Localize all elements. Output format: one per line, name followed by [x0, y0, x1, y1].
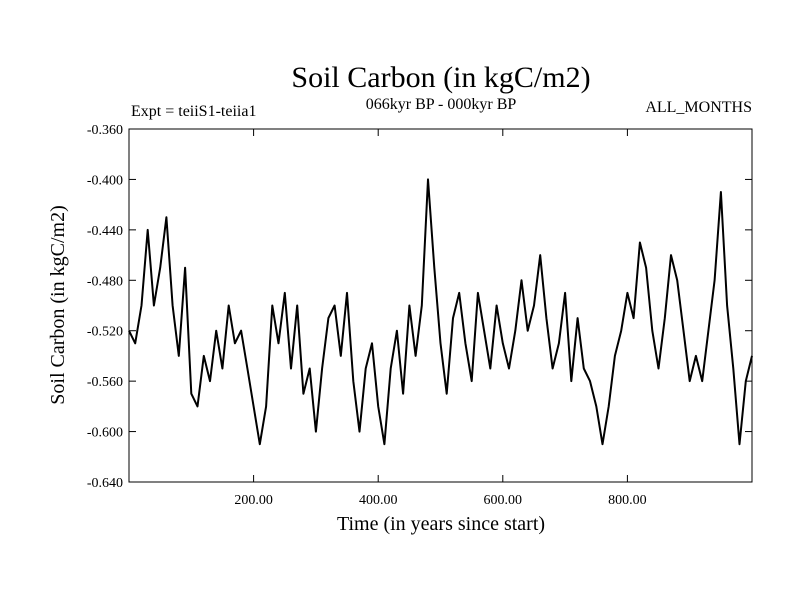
y-tick-label: -0.640 [87, 476, 123, 491]
x-axis-label: Time (in years since start) [337, 513, 545, 535]
y-tick-label: -0.440 [87, 224, 123, 239]
chart-subtitle: 066kyr BP - 000kyr BP [366, 96, 517, 113]
x-axis: 200.00 400.00 600.00 800.00 [234, 129, 647, 508]
y-tick-label: -0.360 [87, 123, 123, 138]
y-axis-label: Soil Carbon (in kgC/m2) [47, 205, 69, 404]
y-tick-label: -0.400 [87, 173, 123, 188]
y-tick-label: -0.560 [87, 375, 123, 390]
expt-label: Expt = teiiS1-teiia1 [131, 103, 256, 120]
months-label: ALL_MONTHS [645, 99, 752, 116]
x-tick-label: 400.00 [359, 493, 398, 508]
chart-title: Soil Carbon (in kgC/m2) [291, 61, 590, 94]
y-tick-label: -0.520 [87, 325, 123, 340]
plot-area: -0.360 -0.400 -0.440 -0.480 -0.520 -0.560 -0.6… [87, 123, 753, 508]
x-tick-label: 600.00 [484, 493, 523, 508]
plot-frame [128, 128, 753, 483]
series-line [128, 178, 753, 446]
x-tick-label: 200.00 [234, 493, 273, 508]
y-axis: -0.360 -0.400 -0.440 -0.480 -0.520 -0.560 -0.6… [87, 123, 752, 491]
y-tick-label: -0.600 [87, 426, 123, 441]
y-tick-label: -0.480 [87, 274, 123, 289]
x-tick-label: 800.00 [608, 493, 647, 508]
